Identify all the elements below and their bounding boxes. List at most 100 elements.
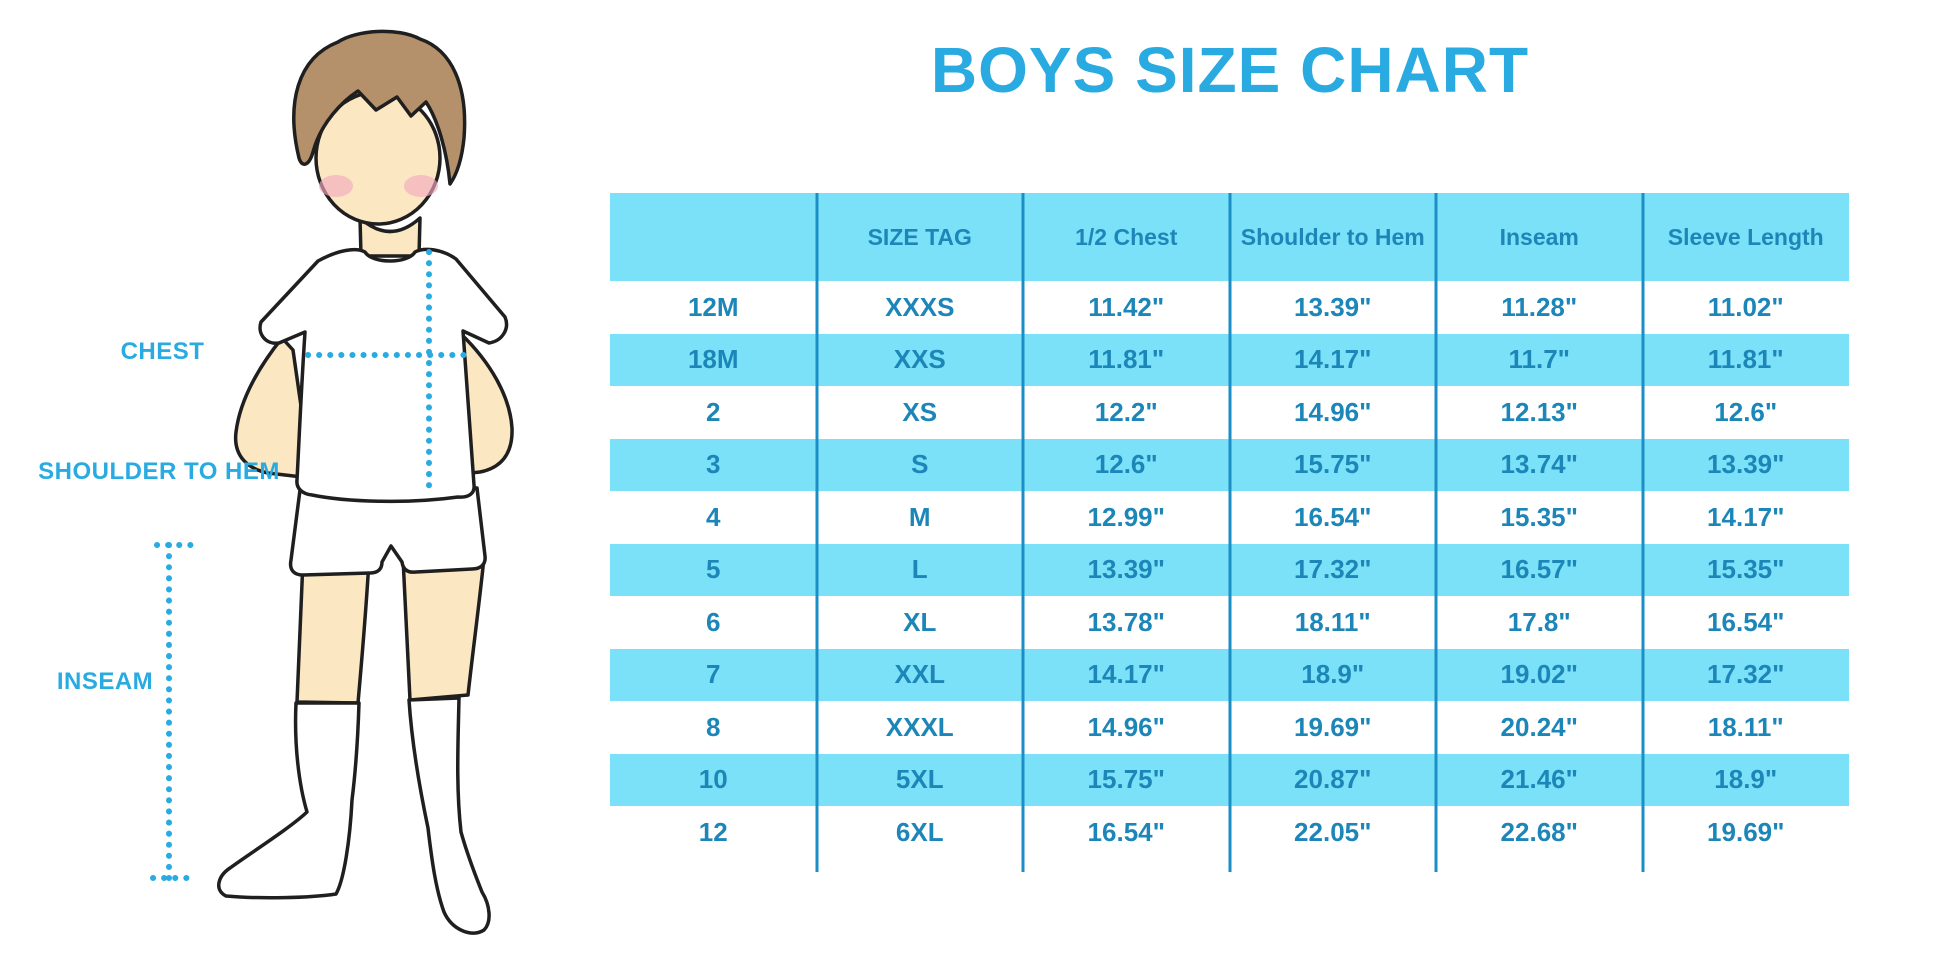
table-cell: 18.9" [1714,764,1778,795]
table-cell: XXXL [885,711,954,742]
label-inseam: INSEAM [56,668,154,695]
table-header-cell: Shoulder to Hem [1240,223,1425,250]
table-cell: 16.54" [1294,501,1372,532]
table-cell: 21.46" [1500,764,1578,795]
table-cell: 4 [706,501,721,532]
table-cell: 12M [687,291,739,322]
table-cell: S [911,449,929,480]
label-shoulder-to-hem: SHOULDER TO HEM [38,458,280,485]
table-cell: 11.02" [1707,291,1784,322]
table-cell: 15.75" [1087,764,1165,795]
table-cell: 22.68" [1500,816,1578,847]
left-blush-shape [319,175,353,197]
table-cell: 6XL [895,816,944,847]
right-thigh-shape [401,556,486,702]
table-cell: 8 [706,711,721,742]
table-cell: 14.96" [1087,711,1165,742]
page-title: BOYS SIZE CHART [930,34,1530,106]
table-cell: 6 [706,606,721,637]
table-cell: XXS [893,344,946,375]
table-cell: 15.75" [1294,449,1372,480]
table-header-cell: 1/2 Chest [1075,223,1178,250]
column-separator-line [1228,193,1231,872]
column-separator-line [815,193,818,872]
table-cell: 11.42" [1088,291,1165,322]
table-header-cell: Sleeve Length [1667,223,1824,250]
shorts-shape [288,486,487,577]
boy-figure-svg [150,29,514,935]
table-cell: XXL [894,659,946,690]
table-cell: XL [903,606,937,637]
table-cell: 12 [698,816,728,847]
table-cell: 10 [698,764,728,795]
table-cell: 11.28" [1501,291,1578,322]
table-row: 4 M 12.99" 16.54" 15.35" 14.17" [610,491,1849,544]
table-cell: 3 [706,449,721,480]
table-cell: L [911,554,928,585]
table-cell: 11.7" [1508,344,1571,375]
right-sock-shape [407,696,491,935]
table-cell: 13.39" [1294,291,1372,322]
table-row: 12M XXXS 11.42" 13.39" 11.28" 11.02" [610,281,1849,334]
table-cell: 11.81" [1707,344,1784,375]
table-header-cell [610,193,817,281]
tshirt-shape [258,247,509,504]
table-cell: 13.74" [1500,449,1578,480]
hair-shape [292,29,467,186]
table-cell: 19.69" [1294,711,1372,742]
table-cell: 12.13" [1500,396,1578,427]
table-cell: 18.9" [1301,659,1365,690]
column-separator-line [1641,193,1644,872]
table-row: 8 XXXL 14.96" 19.69" 20.24" 18.11" [610,701,1849,754]
left-arm-shape [233,336,305,479]
table-cell: XS [902,396,938,427]
table-header-cell: Inseam [1499,223,1579,250]
table-cell: 12.6" [1714,396,1778,427]
table-cell: 22.05" [1294,816,1372,847]
table-cell: 19.02" [1500,659,1578,690]
column-separator-line [1021,193,1025,872]
table-cell: 16.57" [1500,554,1578,585]
table-cell: 16.54" [1707,606,1785,637]
right-blush-shape [404,175,438,197]
table-cell: 13.39" [1087,554,1165,585]
table-cell: 12.6" [1094,449,1158,480]
table-cell: XXXS [885,291,955,322]
table-cell: 13.39" [1707,449,1785,480]
table-cell: 12.99" [1087,501,1165,532]
table-header-cell: SIZE TAG [867,223,972,250]
table-cell: 12.2" [1094,396,1158,427]
table-cell: M [908,501,931,532]
size-table: SIZE TAG 1/2 Chest Shoulder to Hem Inseam Sl… [610,193,1849,872]
table-cell: 18.11" [1707,711,1784,742]
table-cell: 13.78" [1087,606,1165,637]
table-cell: 15.35" [1707,554,1785,585]
table-cell: 14.96" [1294,396,1372,427]
table-cell: 17.32" [1707,659,1785,690]
table-cell: 20.87" [1294,764,1372,795]
table-cell: 7 [706,659,721,690]
table-row: 6 XL 13.78" 18.11" 17.8" 16.54" [610,596,1849,649]
table-row: 12 6XL 16.54" 22.05" 22.68" 19.69" [610,806,1849,859]
table-cell: 14.17" [1707,501,1785,532]
table-cell: 19.69" [1707,816,1785,847]
table-cell: 15.35" [1500,501,1578,532]
table-cell: 14.17" [1294,344,1372,375]
table-cell: 5 [706,554,721,585]
boy-illustration: CHEST SHOULDER TO HEM INSEAM [0,0,540,973]
table-cell: 18.11" [1294,606,1371,637]
table-cell: 17.32" [1294,554,1372,585]
table-cell: 11.81" [1088,344,1165,375]
table-cell: 14.17" [1087,659,1165,690]
label-chest: CHEST [120,338,205,365]
table-row: 2 XS 12.2" 14.96" 12.13" 12.6" [610,386,1849,439]
table-cell: 18M [687,344,739,375]
table-cell: 2 [706,396,721,427]
table-cell: 17.8" [1507,606,1571,637]
table-cell: 16.54" [1087,816,1165,847]
table-cell: 5XL [895,764,944,795]
column-separator-line [1434,193,1438,872]
left-thigh-shape [295,558,371,705]
table-cell: 20.24" [1500,711,1578,742]
left-sock-shape [217,701,361,900]
